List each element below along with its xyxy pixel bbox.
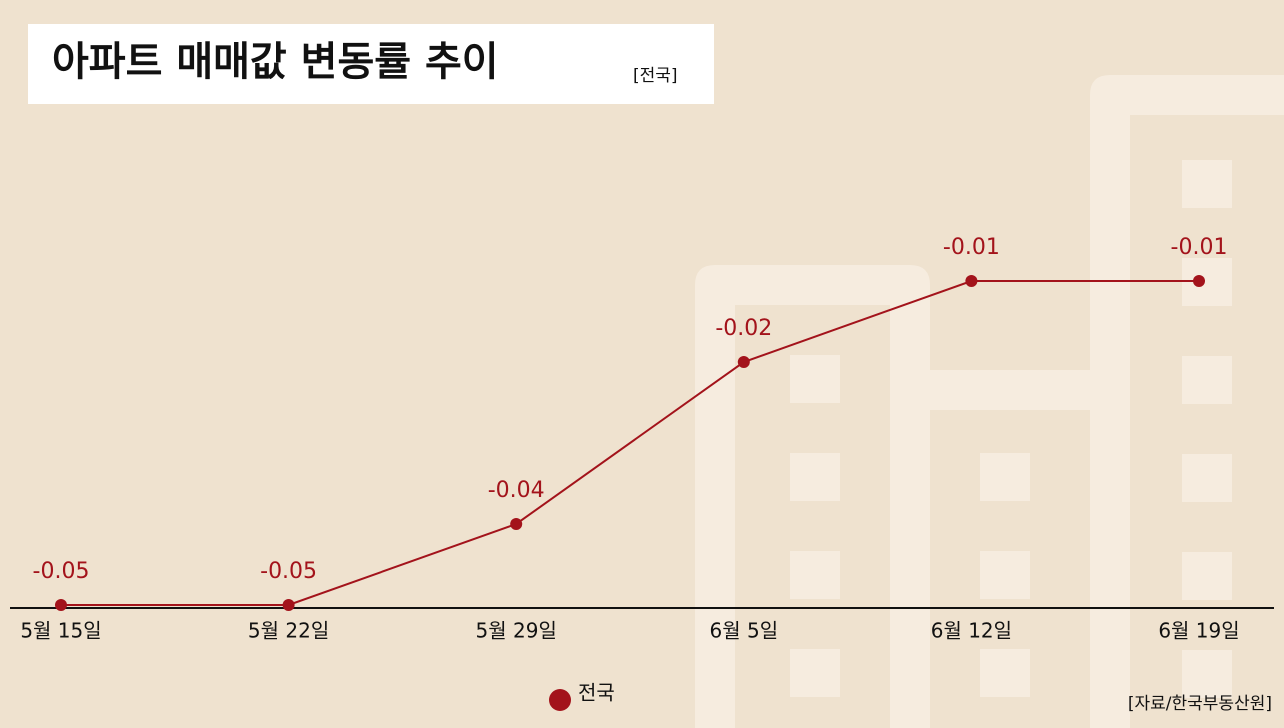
source: [자료/한국부동산원] (1128, 694, 1272, 714)
chart-title: 아파트 매매값 변동률 추이 (52, 39, 499, 85)
building-decoration (695, 75, 1284, 728)
x-tick-label: 5월 29일 (476, 619, 557, 643)
data-label: -0.01 (943, 235, 1000, 260)
data-point (55, 599, 67, 611)
data-label: -0.05 (260, 559, 317, 584)
x-tick-label: 6월 12일 (931, 619, 1012, 643)
data-label: -0.02 (715, 316, 772, 341)
series-line (61, 280, 1199, 606)
x-tick-label: 5월 15일 (20, 619, 101, 643)
data-label: -0.04 (488, 478, 545, 503)
title-box (28, 24, 714, 104)
x-tick-label: 5월 22일 (248, 619, 329, 643)
data-label: -0.05 (33, 559, 90, 584)
data-point (510, 518, 523, 530)
data-label: -0.01 (1171, 235, 1228, 260)
x-tick-label: 6월 19일 (1158, 619, 1239, 643)
legend-label: 전국 (578, 681, 615, 705)
data-point (1193, 275, 1205, 287)
x-tick-label: 6월 5일 (709, 619, 778, 643)
chart-subtitle: [전국] (633, 66, 678, 86)
data-point (737, 356, 750, 368)
data-point (282, 599, 295, 611)
legend-marker (549, 689, 571, 711)
data-point (965, 275, 978, 287)
